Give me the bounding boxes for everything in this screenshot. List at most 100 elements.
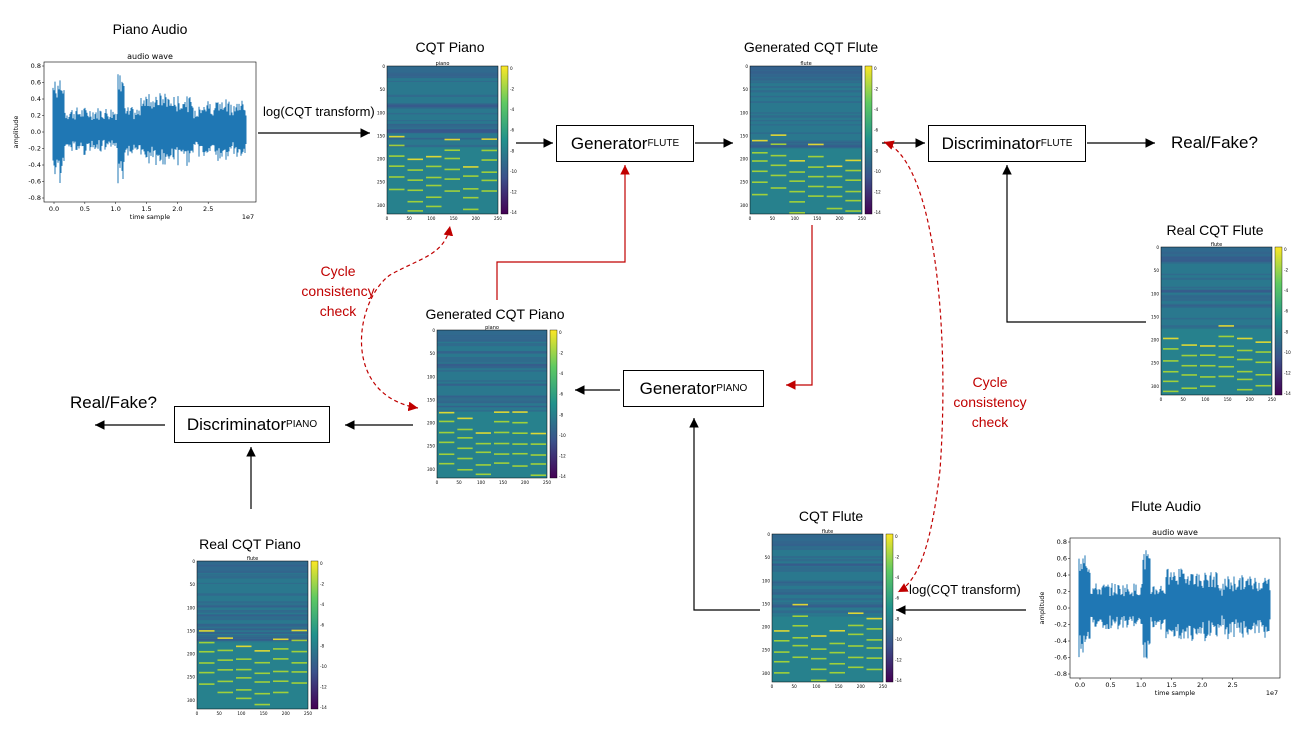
flute-audio-waveform-plot: audio wave 0.8 0.6 0.4 0.2 0.0 -0.2 -0.4 -0.6 -0.…	[1038, 528, 1281, 697]
cqt_piano-spec-texture	[387, 130, 498, 134]
generated_cqt_flute-harmonic-line	[808, 195, 824, 197]
cqt_piano-spec-texture	[387, 106, 498, 109]
generated_cqt_flute-xtick-label: 150	[813, 216, 821, 221]
cqt_piano-harmonic-line	[463, 188, 479, 190]
generated_cqt_piano-spec-texture	[437, 366, 547, 369]
generated-cqt-piano-title: Generated CQT Piano	[425, 306, 565, 322]
cqt_piano-harmonic-line	[389, 155, 405, 157]
real_cqt_flute-harmonic-line	[1200, 364, 1216, 367]
flute-audio-xtick-label: 2.0	[1197, 681, 1207, 689]
cqt_flute-harmonic-line	[774, 639, 790, 642]
generated_cqt_flute-spec-texture	[750, 140, 862, 143]
cqt_piano-harmonic-line	[389, 144, 405, 147]
real_cqt_flute-ytick-label: 200	[1151, 338, 1159, 343]
generated_cqt_flute-cbar-label: -4	[874, 107, 879, 112]
cqt_flute-spec-texture	[772, 547, 883, 551]
generated_cqt_flute-spec-texture	[750, 86, 862, 88]
real_cqt_piano-spec-texture	[197, 631, 308, 634]
generated_cqt_piano-harmonic-line	[457, 417, 473, 420]
generated_cqt_flute-harmonic-line	[808, 143, 824, 146]
real_cqt_piano-harmonic-line	[217, 659, 233, 661]
real-cqt-piano-title: Real CQT Piano	[199, 536, 301, 552]
generated_cqt_flute-harmonic-line	[845, 159, 861, 162]
cqt_piano-spec-texture	[387, 130, 498, 134]
real_cqt_piano-xtick-label: 0	[196, 711, 199, 716]
real_cqt_piano-spec-texture	[197, 624, 308, 626]
real_cqt_piano-cbar-label: -12	[320, 684, 327, 689]
generated_cqt_piano-harmonic-line	[457, 437, 473, 439]
real_cqt_piano-harmonic-line	[291, 650, 307, 653]
real_cqt_piano-spec-texture	[197, 610, 308, 613]
generated_cqt_flute-harmonic-line	[752, 181, 768, 184]
generated_cqt_piano-harmonic-line	[512, 465, 528, 467]
cqt_flute-xtick-label: 50	[792, 684, 798, 689]
real_cqt_piano-harmonic-line	[254, 661, 270, 664]
real-fake-left: Real/Fake?	[70, 393, 157, 412]
cqt_piano-harmonic-line	[389, 135, 405, 138]
real_cqt_flute-spec-top-band	[1161, 247, 1272, 259]
cqt_flute-harmonic-line	[792, 636, 808, 639]
cqt_flute-harmonic-line	[811, 657, 827, 660]
real_cqt_piano-harmonic-line	[199, 641, 215, 644]
piano-audio-ytick-label: 0.6	[31, 79, 41, 87]
real_cqt_flute-spec-texture	[1161, 294, 1272, 296]
cqt_piano-xtick-label: 0	[386, 216, 389, 221]
generated_cqt_piano-ytick-label: 100	[427, 374, 435, 379]
cqt_flute-ytick-label: 250	[762, 648, 770, 653]
generated_cqt_flute-harmonic-line	[826, 195, 843, 198]
generated_cqt_piano-ytick-label: 150	[427, 397, 435, 402]
real_cqt_piano-harmonic-line	[236, 697, 252, 700]
real_cqt_piano-xtick-label: 100	[237, 711, 245, 716]
real_cqt_flute-spec-texture	[1161, 273, 1272, 276]
cqt_flute-harmonic-line	[774, 630, 790, 632]
real_cqt_piano-spec-top-band	[197, 561, 308, 573]
arrow-cqt-flute-to-generator-piano	[689, 418, 760, 611]
cqt_flute-spec-texture	[772, 605, 883, 608]
generated_cqt_flute-spec-texture	[750, 132, 862, 134]
real_cqt_piano-cbar-label: -10	[320, 664, 327, 669]
generated_cqt_piano-cbar-label: -12	[559, 453, 566, 458]
generated_cqt_piano-spec-texture	[437, 369, 547, 372]
generated_cqt_flute-harmonic-line	[826, 186, 843, 188]
cqt_flute-spec-texture	[772, 556, 883, 559]
real_cqt_piano-spec-texture	[197, 638, 308, 641]
generated_cqt_piano-spec-texture	[437, 364, 547, 366]
cqt_flute-spec-texture	[772, 592, 883, 596]
cqt_piano-plot-title: piano	[436, 61, 450, 67]
cqt_flute-spec-texture	[772, 598, 883, 601]
real_cqt_flute-spec-texture	[1161, 296, 1272, 300]
cqt_piano-harmonic-line	[407, 210, 423, 212]
real_cqt_piano-spec-bg	[197, 561, 308, 709]
cqt_piano-harmonic-line	[481, 179, 497, 182]
generator-piano-main: Generator	[639, 378, 717, 398]
generated_cqt_piano-spec-texture	[437, 363, 547, 367]
generated_cqt_piano-spec-texture	[437, 383, 547, 386]
real_cqt_flute-spec-texture	[1161, 290, 1272, 292]
generated_cqt_piano-cbar-label: -6	[559, 392, 564, 397]
generated_cqt_piano-spec-texture	[437, 406, 547, 408]
cqt-flute-title: CQT Flute	[798, 508, 864, 524]
real_cqt_piano-harmonic-line	[254, 650, 270, 652]
real_cqt_flute-xtick-label: 50	[1181, 397, 1187, 402]
piano-audio-waveform-plot: audio wave 0.8 0.6 0.4 0.2 0.0 -0.2 -0.4 -0.6 -0.…	[12, 52, 257, 221]
generated_cqt_piano-spec-top-band	[437, 330, 547, 342]
real_cqt_flute-harmonic-line	[1181, 374, 1197, 376]
generated_cqt_piano-xtick-label: 200	[521, 480, 529, 485]
cqt_flute-ytick-label: 50	[765, 555, 771, 560]
real_cqt_flute-harmonic-line	[1255, 341, 1271, 343]
cqt_piano-spec-texture	[387, 128, 498, 131]
flute-audio-ytick-label: -0.2	[1054, 621, 1067, 629]
piano-audio-xlabel: time sample	[130, 213, 170, 221]
cycle-right-line2: consistency	[953, 394, 1027, 410]
cqt_flute-spec-texture	[772, 569, 883, 572]
real_cqt_flute-spec-texture	[1161, 327, 1272, 329]
real_cqt_flute-xtick-label: 200	[1246, 397, 1254, 402]
log-cqt-label-bottom: log(CQT transform)	[909, 582, 1021, 597]
real_cqt_flute-harmonic-line	[1255, 351, 1271, 353]
cqt_piano-cbar-label: -14	[510, 210, 517, 215]
cqt_piano-spec-frame	[386, 65, 499, 215]
generated_cqt_flute-spec-texture	[750, 124, 862, 126]
generated_cqt_piano-harmonic-line	[475, 451, 491, 454]
real_cqt_piano-harmonic-line	[236, 668, 252, 671]
cqt_piano-spec-texture	[387, 124, 498, 126]
